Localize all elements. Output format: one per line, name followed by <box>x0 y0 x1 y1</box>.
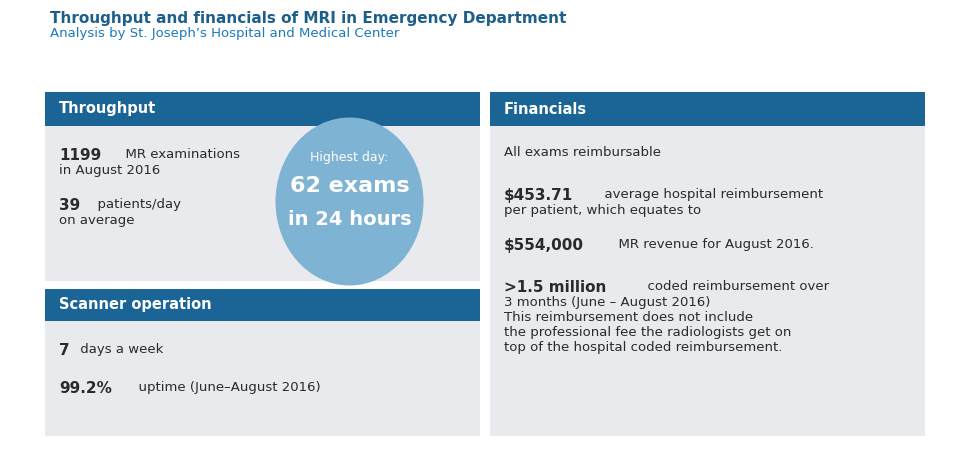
Text: Scanner operation: Scanner operation <box>59 298 211 313</box>
Text: MR examinations: MR examinations <box>116 148 239 161</box>
FancyBboxPatch shape <box>45 321 480 436</box>
Text: uptime (June–August 2016): uptime (June–August 2016) <box>131 381 321 394</box>
Text: Financials: Financials <box>504 101 588 116</box>
Text: patients/day: patients/day <box>89 198 181 211</box>
Text: in August 2016: in August 2016 <box>59 164 160 177</box>
FancyBboxPatch shape <box>45 289 480 321</box>
Text: 7: 7 <box>59 343 70 358</box>
Text: Throughput and financials of MRI in Emergency Department: Throughput and financials of MRI in Emer… <box>50 11 566 26</box>
Text: This reimbursement does not include: This reimbursement does not include <box>504 311 754 324</box>
Text: Highest day:: Highest day: <box>310 151 389 164</box>
Text: 3 months (June – August 2016): 3 months (June – August 2016) <box>504 296 710 309</box>
Text: MR revenue for August 2016.: MR revenue for August 2016. <box>611 238 814 251</box>
Text: 39: 39 <box>59 198 81 213</box>
Text: days a week: days a week <box>76 343 163 356</box>
Text: per patient, which equates to: per patient, which equates to <box>504 204 701 217</box>
Text: coded reimbursement over: coded reimbursement over <box>639 280 829 293</box>
Text: Analysis by St. Joseph’s Hospital and Medical Center: Analysis by St. Joseph’s Hospital and Me… <box>50 27 399 40</box>
FancyBboxPatch shape <box>45 92 480 126</box>
Text: 99.2%: 99.2% <box>59 381 112 396</box>
FancyBboxPatch shape <box>45 126 480 281</box>
FancyBboxPatch shape <box>490 92 925 126</box>
Text: 62 exams: 62 exams <box>290 175 409 195</box>
Text: $453.71: $453.71 <box>504 188 573 203</box>
Text: 1199: 1199 <box>59 148 101 163</box>
FancyBboxPatch shape <box>490 126 925 436</box>
Text: in 24 hours: in 24 hours <box>288 210 411 229</box>
Text: Throughput: Throughput <box>59 101 156 116</box>
Text: average hospital reimbursement: average hospital reimbursement <box>596 188 824 201</box>
Text: >1.5 million: >1.5 million <box>504 280 607 295</box>
Text: All exams reimbursable: All exams reimbursable <box>504 146 661 159</box>
Ellipse shape <box>276 118 423 285</box>
Text: top of the hospital coded reimbursement.: top of the hospital coded reimbursement. <box>504 341 782 354</box>
Text: on average: on average <box>59 214 134 227</box>
Text: the professional fee the radiologists get on: the professional fee the radiologists ge… <box>504 326 791 339</box>
Text: $554,000: $554,000 <box>504 238 584 253</box>
